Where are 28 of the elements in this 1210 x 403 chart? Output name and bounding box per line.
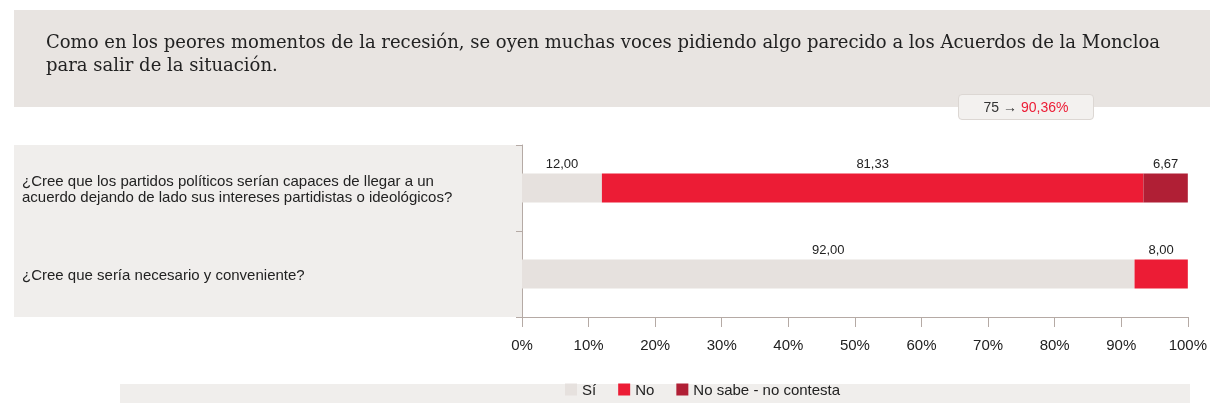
x-tick-label: 20% <box>640 336 671 353</box>
chart-title: Como en los peores momentos de la recesión, se oyen muchas voces pidiendo algo parecido a los Acuerdos de la Moncloa para salir de la situación. <box>46 30 1161 76</box>
x-tick-label: 40% <box>773 336 804 353</box>
data-label: 81,33 <box>856 155 889 171</box>
x-tick-label: 90% <box>1106 336 1137 353</box>
data-label: 92,00 <box>812 241 845 257</box>
x-tick-label: 100% <box>1168 336 1208 353</box>
bar <box>522 259 1135 289</box>
x-tick-label: 70% <box>973 336 1004 353</box>
legend-label: No <box>635 381 655 398</box>
legend-label: No sabe - no contesta <box>693 381 841 398</box>
y-tick-label: ¿Cree que los partidos políticos serían capaces de llegar a un acuerdo dejando de lado sus intereses partidistas o ideológicos? <box>22 171 453 205</box>
bar <box>1134 259 1188 289</box>
x-tick-label: 60% <box>906 336 937 353</box>
data-label: 6,67 <box>1152 155 1179 171</box>
x-tick-label: 50% <box>839 336 870 353</box>
x-tick-label: 30% <box>706 336 737 353</box>
legend-label: Sí <box>582 381 597 398</box>
text: 75 → 90,36% <box>983 99 1069 115</box>
data-label: 12,00 <box>545 155 579 171</box>
bar <box>601 173 1144 203</box>
x-tick-label: 80% <box>1039 336 1070 353</box>
data-label: 8,00 <box>1148 241 1174 257</box>
y-tick-label: ¿Cree que sería necesario y conveniente? <box>22 265 305 283</box>
x-tick-label: 0% <box>511 336 533 353</box>
bar <box>522 173 602 203</box>
bar <box>1143 173 1188 203</box>
x-tick-label: 10% <box>573 336 604 353</box>
